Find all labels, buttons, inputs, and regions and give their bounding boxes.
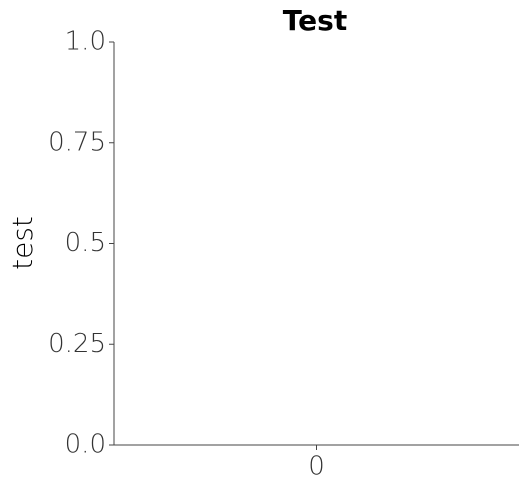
y-tick-label: 0.75 xyxy=(48,127,106,157)
y-tick-label: 0.25 xyxy=(48,329,106,359)
y-tick-label: 0.0 xyxy=(65,430,106,460)
x-tick-label: 0 xyxy=(308,452,325,482)
y-axis-label: test xyxy=(6,216,39,270)
y-tick-label: 1.0 xyxy=(65,27,106,57)
chart-title: Test xyxy=(283,4,347,37)
y-tick-label: 0.5 xyxy=(65,228,106,258)
